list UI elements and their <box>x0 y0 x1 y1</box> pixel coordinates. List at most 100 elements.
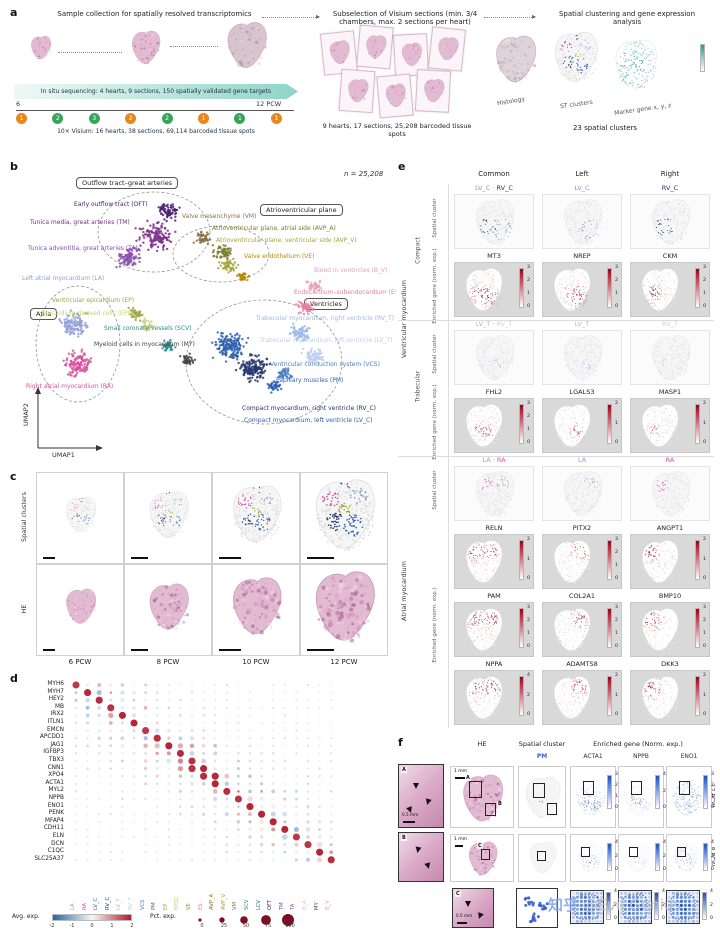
svg-text:Epicardium-derived cells (EPDC: Epicardium-derived cells (EPDC) <box>42 310 139 317</box>
e-heart-enriched <box>548 401 596 456</box>
cluster-label: OFT <box>267 899 274 910</box>
cluster-label: EP <box>162 903 169 910</box>
cluster-label: RA <box>81 903 88 910</box>
e-heart-enriched <box>636 401 684 456</box>
colorbar <box>607 268 612 308</box>
e-spatial-image <box>454 466 534 521</box>
visium-card-heart <box>420 76 448 109</box>
e-rowlabel-enriched-2: Enriched gene (norm. exp.) <box>432 384 438 460</box>
svg-text:Papillary muscles (PM): Papillary muscles (PM) <box>276 377 343 384</box>
f-gene-zoom <box>618 890 652 924</box>
a-pcw-start: 6 <box>16 100 21 108</box>
e-heart-enriched <box>548 537 596 592</box>
svg-text:Small coronary vessels (SCV): Small coronary vessels (SCV) <box>104 325 192 332</box>
e-col-left: Left <box>575 170 589 178</box>
gene-label: MYH7 <box>47 688 64 695</box>
gene-label: APCDD1 <box>39 734 64 741</box>
a-clusters-count: 23 spatial clusters <box>572 124 638 132</box>
pct-tick: 25 <box>220 923 228 929</box>
inset-rect <box>629 847 638 857</box>
svg-text:Right atrial myocardium (RA): Right atrial myocardium (RA) <box>26 383 113 390</box>
e-cell-label: NREP <box>573 252 591 260</box>
e-cell-label: LA · RA <box>452 456 536 464</box>
inset-rect <box>469 781 482 798</box>
cluster-label: B_A <box>302 900 308 910</box>
avg-tick: -1 <box>69 923 75 929</box>
f-scalebar <box>455 845 463 847</box>
f-scalebar-label: 1 mm <box>454 837 468 842</box>
gene-label: IRX2 <box>50 711 64 718</box>
f-gene-zoom <box>666 890 700 924</box>
c-heart-he <box>225 573 289 645</box>
b-group-box-outflow: Outflow tract–great arteries <box>76 177 179 189</box>
inset-rect <box>583 781 594 795</box>
e-heart-spatial <box>557 332 609 389</box>
e-heart-enriched <box>548 265 596 320</box>
gene-label: NPPB <box>48 795 64 801</box>
colorbar <box>703 843 708 871</box>
cluster-label: PM <box>151 902 158 910</box>
e-cell-label: FHL2 <box>485 388 503 396</box>
pct-tick: 75 <box>264 923 272 929</box>
gene-label: MB <box>55 703 64 710</box>
e-cell-label: PITX2 <box>572 524 592 532</box>
c-heart-clusters <box>143 488 195 547</box>
svg-text:Trabecular myocardium, left ve: Trabecular myocardium, left ventricle (L… <box>259 337 392 344</box>
e-cell-label: COL2A1 <box>569 592 595 600</box>
e-group-atrial: Atrial myocardium <box>400 561 408 621</box>
svg-text:Early outflow tract (OFT): Early outflow tract (OFT) <box>74 201 148 208</box>
e-cell-label: LV_T · RV_T <box>452 320 536 328</box>
c-row-label-clusters: Spatial clusters <box>20 492 28 542</box>
a-arrow-2 <box>484 17 532 18</box>
visium-card-heart <box>398 40 426 73</box>
f-col-enriched: Enriched gene (Norm. exp.) <box>593 740 683 748</box>
visium-section-card <box>356 24 394 70</box>
e-spatial-image <box>542 330 622 385</box>
svg-text:UMAP2: UMAP2 <box>22 403 30 426</box>
cluster-label: VE <box>186 903 192 910</box>
a-marker-gene-label: Marker gene x, y, z <box>613 102 672 117</box>
avg-tick: -2 <box>49 923 55 929</box>
e-cell-label: NPPA <box>485 660 503 668</box>
svg-text:Endocardium–subendocardium (ES: Endocardium–subendocardium (ES) <box>294 289 396 296</box>
f-gene-heart-12 <box>572 775 610 825</box>
arrowhead <box>414 846 422 854</box>
cluster-abbr: LA <box>577 456 587 464</box>
colorbar <box>607 608 612 648</box>
colorbar <box>519 540 524 580</box>
panel-d-label: d <box>10 672 18 685</box>
cluster-label: LV_T <box>116 898 123 910</box>
watermark: 知乎 @Evil Genius <box>548 894 681 915</box>
cluster-label: TM <box>278 902 285 910</box>
inset-rect <box>677 847 686 857</box>
cluster-label: LA <box>70 903 76 910</box>
inset-letter: B <box>497 801 503 807</box>
inset-letter: C <box>455 891 461 897</box>
gene-label: CNN1 <box>47 764 64 771</box>
gene-label: MYH6 <box>47 681 64 687</box>
a-heart-12pcw <box>222 18 272 78</box>
e-spatial-image <box>630 194 710 249</box>
e-heart-spatial <box>469 468 521 525</box>
colorbar <box>655 775 660 809</box>
e-cell-label: LV_T <box>540 320 624 328</box>
f-he-cell-12: 1 mm A B <box>450 766 514 828</box>
a-pcw-end: 12 PCW <box>256 100 282 108</box>
cluster-abbr: RV_C <box>496 184 513 192</box>
colorbar <box>654 892 659 920</box>
c-cell <box>212 564 300 656</box>
colorbar <box>700 44 705 72</box>
cluster-abbr: RV_C <box>661 184 679 192</box>
cluster-label: TA <box>290 903 297 910</box>
d-legend-avg-label: Avg. exp. <box>12 913 40 920</box>
